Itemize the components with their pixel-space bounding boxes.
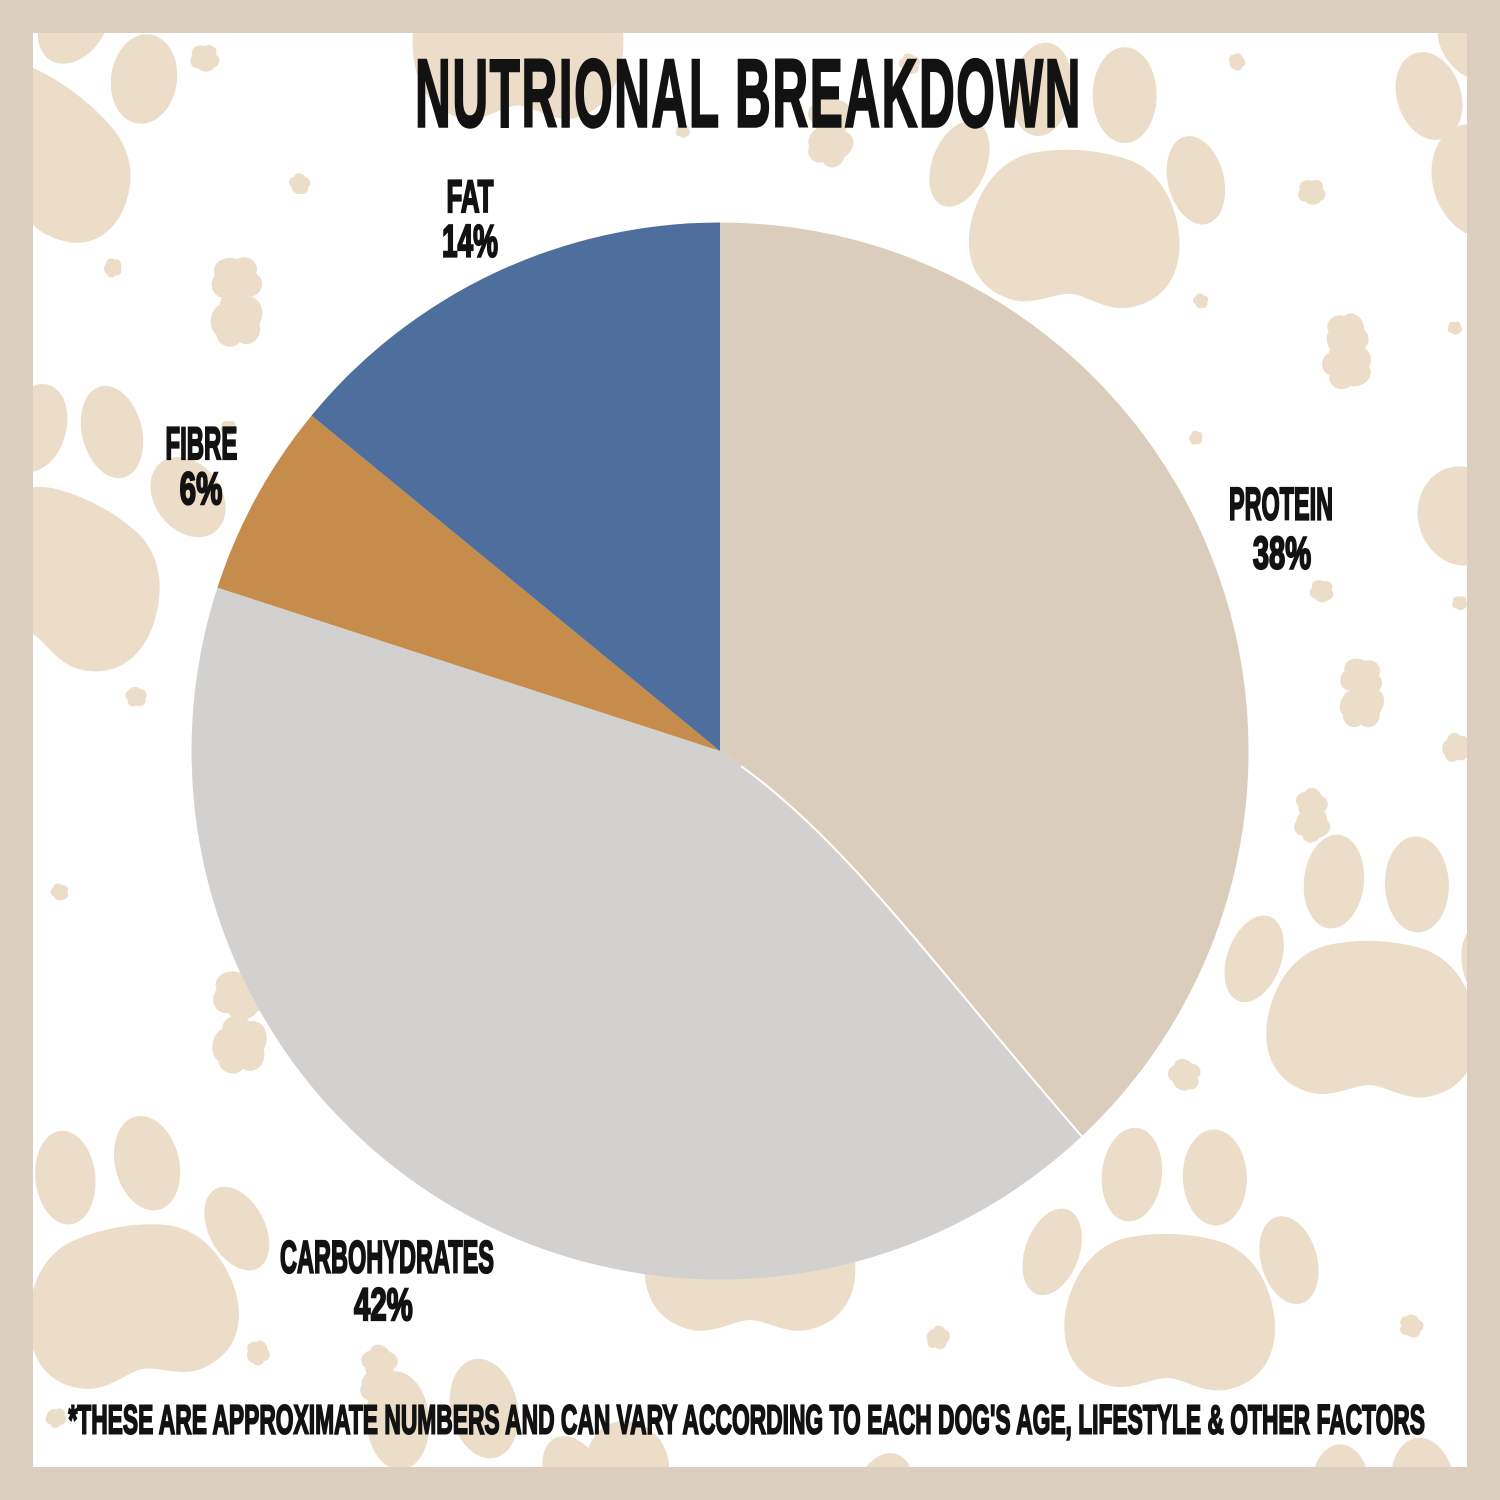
svg-text:PROTEIN: PROTEIN <box>1229 479 1333 530</box>
svg-text:CARBOHYDRATES: CARBOHYDRATES <box>280 1231 494 1282</box>
svg-text:14%: 14% <box>442 216 498 267</box>
svg-text:6%: 6% <box>180 463 223 514</box>
svg-text:38%: 38% <box>1253 527 1311 578</box>
svg-text:42%: 42% <box>354 1279 413 1330</box>
svg-text:*THESE ARE APPROXIMATE NUMBERS: *THESE ARE APPROXIMATE NUMBERS AND CAN V… <box>68 1397 1425 1443</box>
svg-text:NUTRIONAL BREAKDOWN: NUTRIONAL BREAKDOWN <box>415 41 1082 148</box>
svg-text:FAT: FAT <box>447 171 494 222</box>
svg-text:FIBRE: FIBRE <box>165 418 237 469</box>
